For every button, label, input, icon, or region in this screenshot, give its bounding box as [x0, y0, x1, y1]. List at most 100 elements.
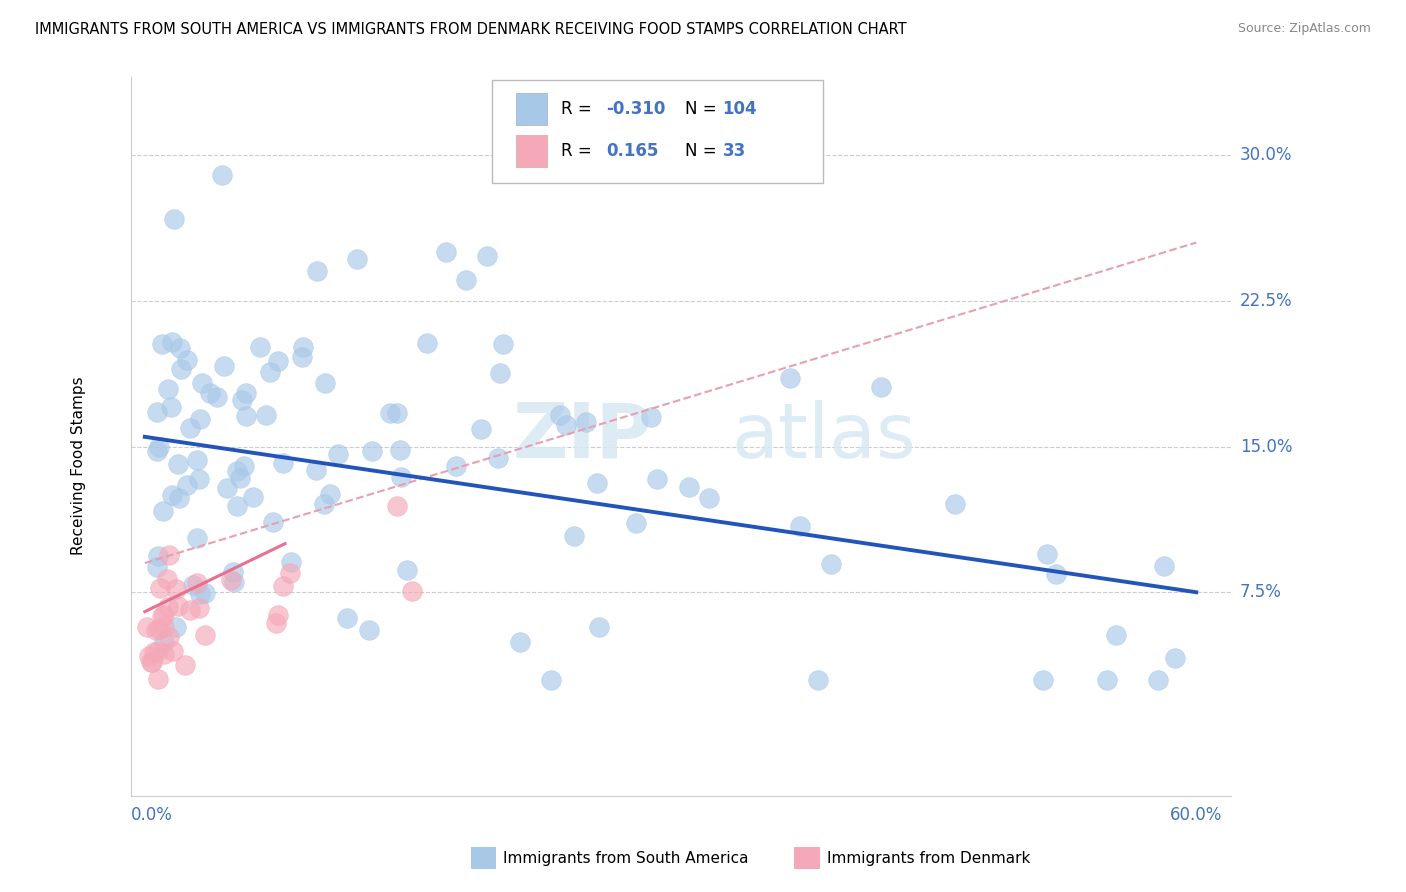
Point — [167, 457, 190, 471]
Text: 22.5%: 22.5% — [1240, 292, 1292, 310]
Point — [454, 273, 477, 287]
Text: R =: R = — [561, 142, 598, 160]
Point — [211, 168, 233, 182]
Point — [779, 371, 801, 385]
Point — [387, 406, 409, 420]
Point — [222, 566, 245, 580]
Point — [943, 497, 966, 511]
Point — [198, 385, 221, 400]
Point — [416, 335, 439, 350]
Point — [231, 393, 253, 408]
Point — [188, 600, 211, 615]
Point — [555, 417, 578, 432]
Point — [152, 620, 174, 634]
Point — [870, 380, 893, 394]
Point — [820, 557, 842, 571]
Point — [361, 444, 384, 458]
Text: 0.0%: 0.0% — [131, 805, 173, 824]
Point — [176, 477, 198, 491]
Point — [143, 645, 166, 659]
Point — [264, 616, 287, 631]
Point — [1035, 547, 1057, 561]
Point — [165, 582, 187, 596]
Point — [271, 579, 294, 593]
Point — [188, 587, 211, 601]
Point — [146, 560, 169, 574]
Point — [380, 406, 402, 420]
Point — [1105, 628, 1128, 642]
Point — [188, 412, 211, 426]
Point — [157, 599, 180, 614]
Point — [167, 599, 190, 614]
Point — [156, 572, 179, 586]
Text: ZIP: ZIP — [513, 400, 652, 474]
Point — [170, 362, 193, 376]
Text: 30.0%: 30.0% — [1240, 146, 1292, 164]
Point — [181, 578, 204, 592]
Point — [562, 529, 585, 543]
Point — [157, 631, 180, 645]
Point — [153, 635, 176, 649]
Text: atlas: atlas — [733, 400, 917, 474]
Point — [146, 549, 169, 563]
Point — [259, 365, 281, 379]
Point — [357, 623, 380, 637]
Point — [222, 575, 245, 590]
Point — [249, 340, 271, 354]
Point — [290, 350, 312, 364]
Point — [588, 620, 610, 634]
Point — [491, 336, 513, 351]
Point — [228, 470, 250, 484]
Point — [145, 623, 167, 637]
Point — [305, 463, 328, 477]
Point — [139, 655, 162, 669]
Text: 33: 33 — [723, 142, 747, 160]
Point — [233, 459, 256, 474]
Point — [176, 352, 198, 367]
Point — [148, 441, 170, 455]
Text: 15.0%: 15.0% — [1240, 438, 1292, 456]
Point — [640, 409, 662, 424]
Text: R =: R = — [561, 100, 598, 118]
Point — [159, 400, 181, 414]
Point — [148, 581, 170, 595]
Point — [699, 491, 721, 506]
Point — [135, 620, 157, 634]
Point — [194, 586, 217, 600]
Point — [314, 376, 336, 390]
Point — [1095, 673, 1118, 687]
Text: Immigrants from Denmark: Immigrants from Denmark — [827, 851, 1031, 865]
Point — [434, 245, 457, 260]
Point — [194, 628, 217, 642]
Point — [153, 607, 176, 622]
Point — [235, 409, 257, 423]
Point — [165, 620, 187, 634]
Text: N =: N = — [685, 100, 721, 118]
Point — [1153, 558, 1175, 573]
Point — [157, 548, 180, 562]
Text: 0.165: 0.165 — [606, 142, 658, 160]
Point — [509, 635, 531, 649]
Point — [266, 354, 288, 368]
Point — [148, 673, 170, 687]
Text: Source: ZipAtlas.com: Source: ZipAtlas.com — [1237, 22, 1371, 36]
Point — [314, 497, 336, 511]
Text: 60.0%: 60.0% — [1170, 805, 1223, 824]
Point — [328, 447, 350, 461]
Point — [157, 382, 180, 396]
Point — [470, 422, 492, 436]
Point — [138, 649, 160, 664]
Point — [1163, 651, 1185, 665]
Point — [807, 673, 830, 687]
Point — [146, 644, 169, 658]
Point — [280, 555, 302, 569]
Point — [389, 442, 412, 457]
Point — [145, 444, 167, 458]
Point — [225, 499, 247, 513]
Point — [207, 390, 229, 404]
Point — [396, 563, 419, 577]
Text: 104: 104 — [723, 100, 758, 118]
Point — [186, 531, 208, 545]
Point — [575, 415, 598, 429]
Point — [624, 516, 647, 530]
